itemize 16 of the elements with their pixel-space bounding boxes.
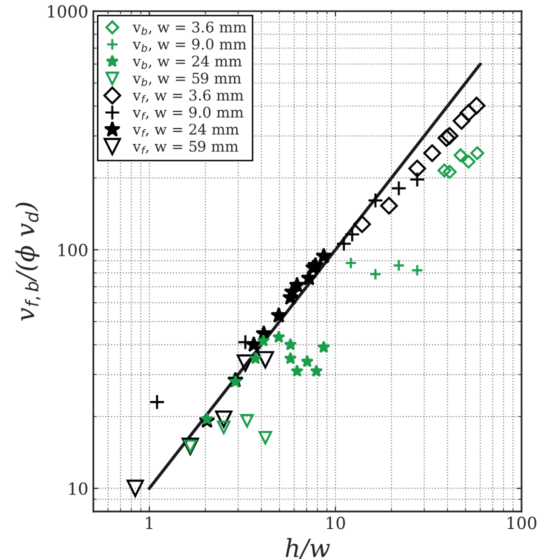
y-axis-title: v$_{f,b}$/(ϕ v$_{d}$) bbox=[15, 202, 40, 321]
legend-label: v$_{b}$, w = 59 mm bbox=[132, 72, 242, 86]
x-tick-label: 10 bbox=[326, 516, 345, 530]
legend-label: v$_{f}$, w = 3.6 mm bbox=[132, 90, 244, 103]
y-tick-label: 1000 bbox=[48, 5, 88, 18]
legend-label: v$_{b}$, w = 24 mm bbox=[132, 56, 242, 69]
x-axis-title: h/w bbox=[286, 538, 330, 559]
y-tick-label: 100 bbox=[58, 244, 88, 256]
x-tick-label: 100 bbox=[508, 516, 536, 530]
legend-label: v$_{f}$, w = 9.0 mm bbox=[132, 106, 244, 120]
legend-label: v$_{f}$, w = 59 mm bbox=[132, 140, 238, 154]
y-tick-label: 10 bbox=[69, 482, 88, 495]
legend-label: v$_{b}$, w = 9.0 mm bbox=[132, 38, 246, 52]
x-tick-label: 1 bbox=[146, 516, 152, 530]
legend-label: v$_{f}$, w = 24 mm bbox=[132, 124, 239, 137]
legend-label: v$_{b}$, w = 3.6 mm bbox=[132, 22, 246, 35]
